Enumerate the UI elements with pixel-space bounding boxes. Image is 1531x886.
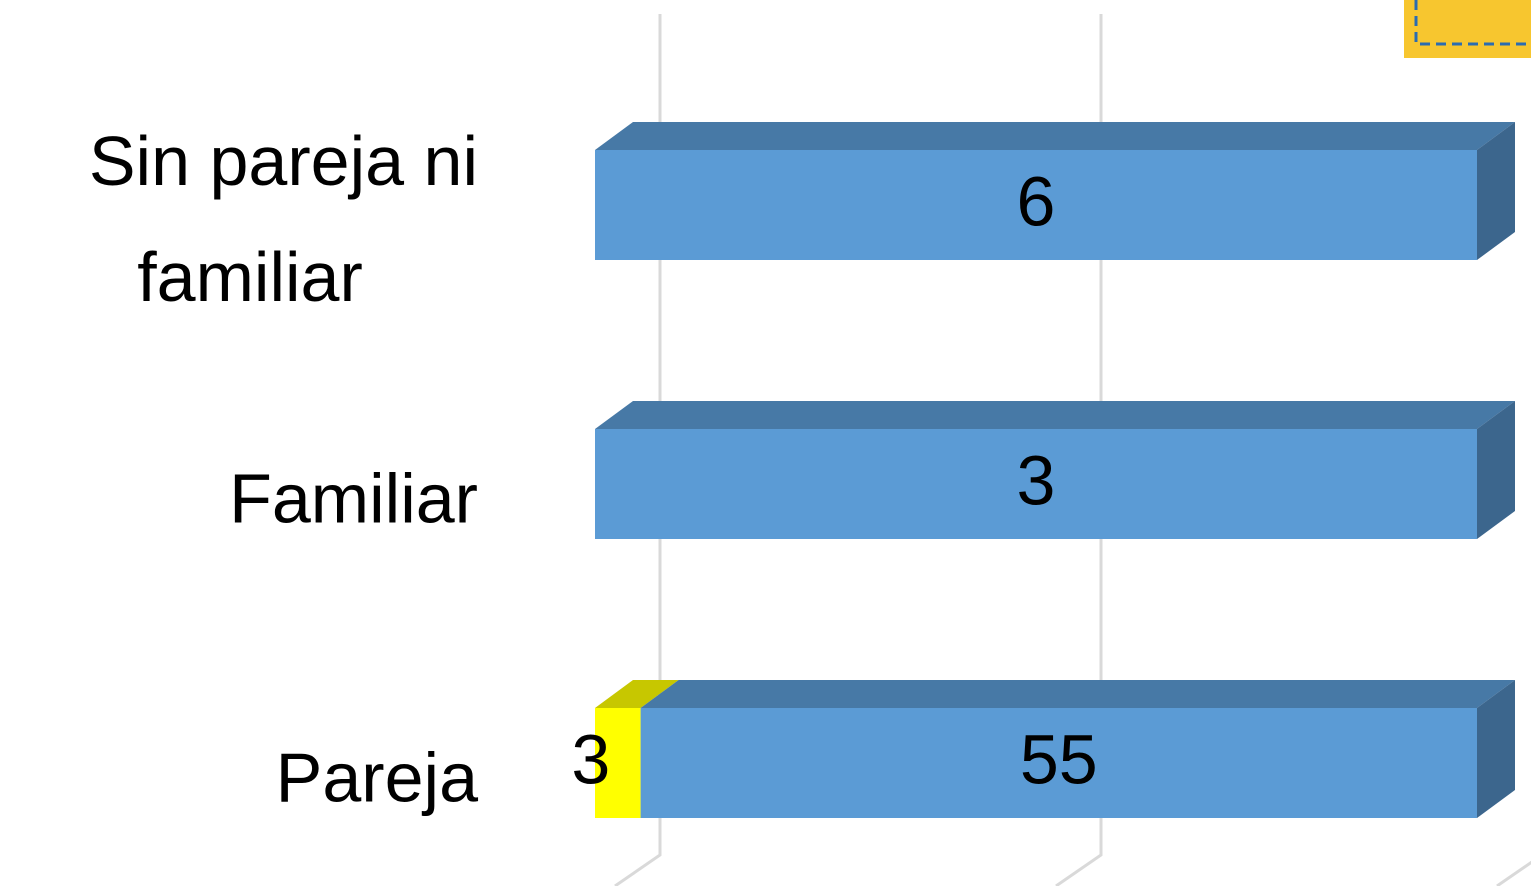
bar-front bbox=[640, 708, 1477, 818]
y-tick-label: Sin pareja ni familiar bbox=[89, 122, 478, 316]
data-label: 6 bbox=[1017, 162, 1056, 240]
grid-line bbox=[1496, 860, 1531, 886]
bar-segment bbox=[595, 680, 679, 818]
bar-top bbox=[640, 680, 1515, 708]
y-tick-label: Familiar bbox=[229, 459, 478, 537]
bar-front bbox=[595, 708, 641, 818]
y-tick-label: Pareja bbox=[276, 738, 478, 816]
bar-front bbox=[595, 150, 1477, 260]
bar-side bbox=[1477, 122, 1515, 260]
grid-line bbox=[1055, 14, 1103, 886]
grid-line bbox=[614, 14, 662, 886]
bar-segment bbox=[640, 680, 1515, 818]
data-label: 3 bbox=[1017, 441, 1056, 519]
bar-top bbox=[595, 122, 1515, 150]
bar-side bbox=[1477, 401, 1515, 539]
bar-top bbox=[595, 401, 1515, 429]
label-line: familiar bbox=[137, 238, 363, 316]
corner-decoration bbox=[1404, 0, 1531, 58]
bar-front bbox=[595, 429, 1477, 539]
bar-segment bbox=[595, 122, 1515, 260]
data-label: 3 bbox=[571, 720, 610, 798]
data-label: 55 bbox=[1020, 720, 1098, 798]
label-line: Sin pareja ni bbox=[89, 122, 478, 200]
bar-top bbox=[595, 680, 679, 708]
bar-side bbox=[1477, 680, 1515, 818]
bar-segment bbox=[595, 401, 1515, 539]
